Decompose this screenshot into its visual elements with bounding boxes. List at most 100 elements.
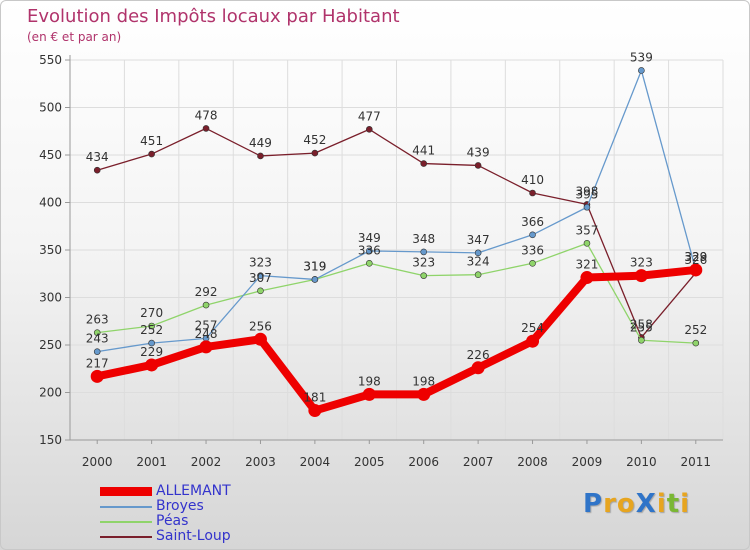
data-label: 319	[303, 259, 326, 273]
x-tick-label: 2011	[681, 455, 712, 469]
data-label: 248	[195, 327, 218, 341]
data-point	[420, 272, 428, 279]
data-label: 329	[684, 250, 707, 264]
data-label: 217	[86, 356, 109, 370]
data-label: 357	[576, 223, 599, 237]
data-label: 292	[195, 285, 218, 299]
data-point	[93, 166, 101, 174]
data-point	[529, 231, 536, 239]
legend-label: Broyes	[156, 498, 204, 514]
legend-swatch-saint-loup	[100, 536, 152, 538]
data-label: 478	[195, 108, 218, 122]
logo-letter: i	[680, 489, 691, 519]
data-point	[257, 287, 264, 295]
series-line-saint-loup	[96, 127, 697, 339]
data-label: 324	[467, 255, 490, 269]
logo-letter: X	[635, 489, 657, 519]
series-line-allemant	[93, 265, 700, 415]
data-point	[253, 332, 267, 346]
y-tick-label: 200	[39, 386, 62, 400]
x-tick-label: 2010	[626, 455, 657, 469]
data-label: 323	[630, 256, 653, 270]
data-label: 263	[86, 313, 109, 327]
x-tick-label: 2006	[408, 455, 439, 469]
data-label: 366	[521, 215, 544, 229]
logo-letter: o	[616, 489, 636, 519]
data-label: 336	[358, 243, 381, 257]
x-tick-label: 2003	[245, 455, 276, 469]
data-point	[202, 125, 210, 132]
data-label: 252	[140, 323, 163, 337]
data-label: 326	[684, 253, 707, 267]
data-point	[202, 301, 210, 309]
x-tick-label: 2007	[463, 455, 494, 469]
y-tick-label: 250	[39, 338, 62, 352]
data-label: 181	[303, 391, 326, 405]
data-label: 539	[630, 50, 653, 64]
data-label: 329	[684, 250, 707, 264]
data-point	[638, 336, 645, 344]
data-label: 254	[521, 321, 544, 335]
data-label: 229	[140, 345, 163, 359]
data-point	[365, 126, 373, 133]
data-point	[93, 329, 101, 336]
data-label: 323	[249, 256, 272, 270]
data-point	[365, 259, 373, 267]
data-label: 243	[86, 332, 109, 346]
data-label: 252	[684, 323, 707, 337]
logo-letter: t	[666, 489, 681, 519]
data-point	[308, 404, 322, 418]
x-tick-label: 2000	[82, 455, 113, 469]
data-point	[311, 149, 319, 157]
data-label: 347	[467, 233, 490, 247]
legend-item-allemant: ALLEMANT	[100, 483, 320, 499]
series-line-broyes	[96, 69, 697, 353]
chart-subtitle: (en € et par an)	[27, 30, 122, 44]
data-label: 439	[467, 145, 490, 159]
data-label: 226	[467, 348, 490, 362]
series-line-péas	[96, 242, 697, 344]
data-point	[417, 387, 431, 401]
data-point	[365, 247, 373, 255]
data-point	[634, 269, 648, 283]
data-label: 452	[303, 133, 326, 147]
chart-title: Evolution des Impôts locaux par Habitant	[27, 6, 400, 27]
data-point	[583, 203, 591, 211]
data-label: 198	[358, 374, 381, 388]
data-point	[529, 259, 536, 267]
y-tick-label: 350	[39, 243, 62, 257]
y-tick-label: 450	[39, 148, 62, 162]
data-point	[362, 387, 376, 401]
legend-item-peas: Péas	[100, 513, 320, 529]
data-point	[148, 339, 155, 347]
legend-label: Péas	[156, 513, 189, 529]
data-label: 451	[140, 134, 163, 148]
data-label: 336	[521, 243, 544, 257]
data-label: 307	[249, 271, 272, 285]
data-point	[148, 322, 155, 330]
data-point	[474, 162, 482, 169]
y-tick-label: 400	[39, 196, 62, 210]
data-label: 449	[249, 136, 272, 150]
data-label: 410	[521, 173, 544, 187]
data-label: 323	[412, 256, 435, 270]
data-label: 441	[412, 144, 435, 158]
data-point	[471, 361, 485, 375]
data-label: 198	[412, 374, 435, 388]
data-label: 256	[249, 319, 272, 333]
data-point	[90, 369, 104, 383]
legend-swatch-broyes	[100, 506, 152, 508]
legend-label: ALLEMANT	[156, 483, 231, 499]
y-tick-label: 150	[39, 433, 62, 447]
x-tick-label: 2004	[300, 455, 331, 469]
data-label: 258	[630, 317, 653, 331]
data-point	[148, 150, 155, 158]
data-point	[145, 358, 159, 372]
data-point	[474, 249, 482, 257]
x-tick-label: 2005	[354, 455, 385, 469]
legend-item-saint-loup: Saint-Loup	[100, 528, 320, 544]
data-point	[692, 339, 700, 347]
legend: ALLEMANT Broyes Péas Saint-Loup	[100, 483, 320, 544]
data-label: 255	[630, 320, 653, 334]
